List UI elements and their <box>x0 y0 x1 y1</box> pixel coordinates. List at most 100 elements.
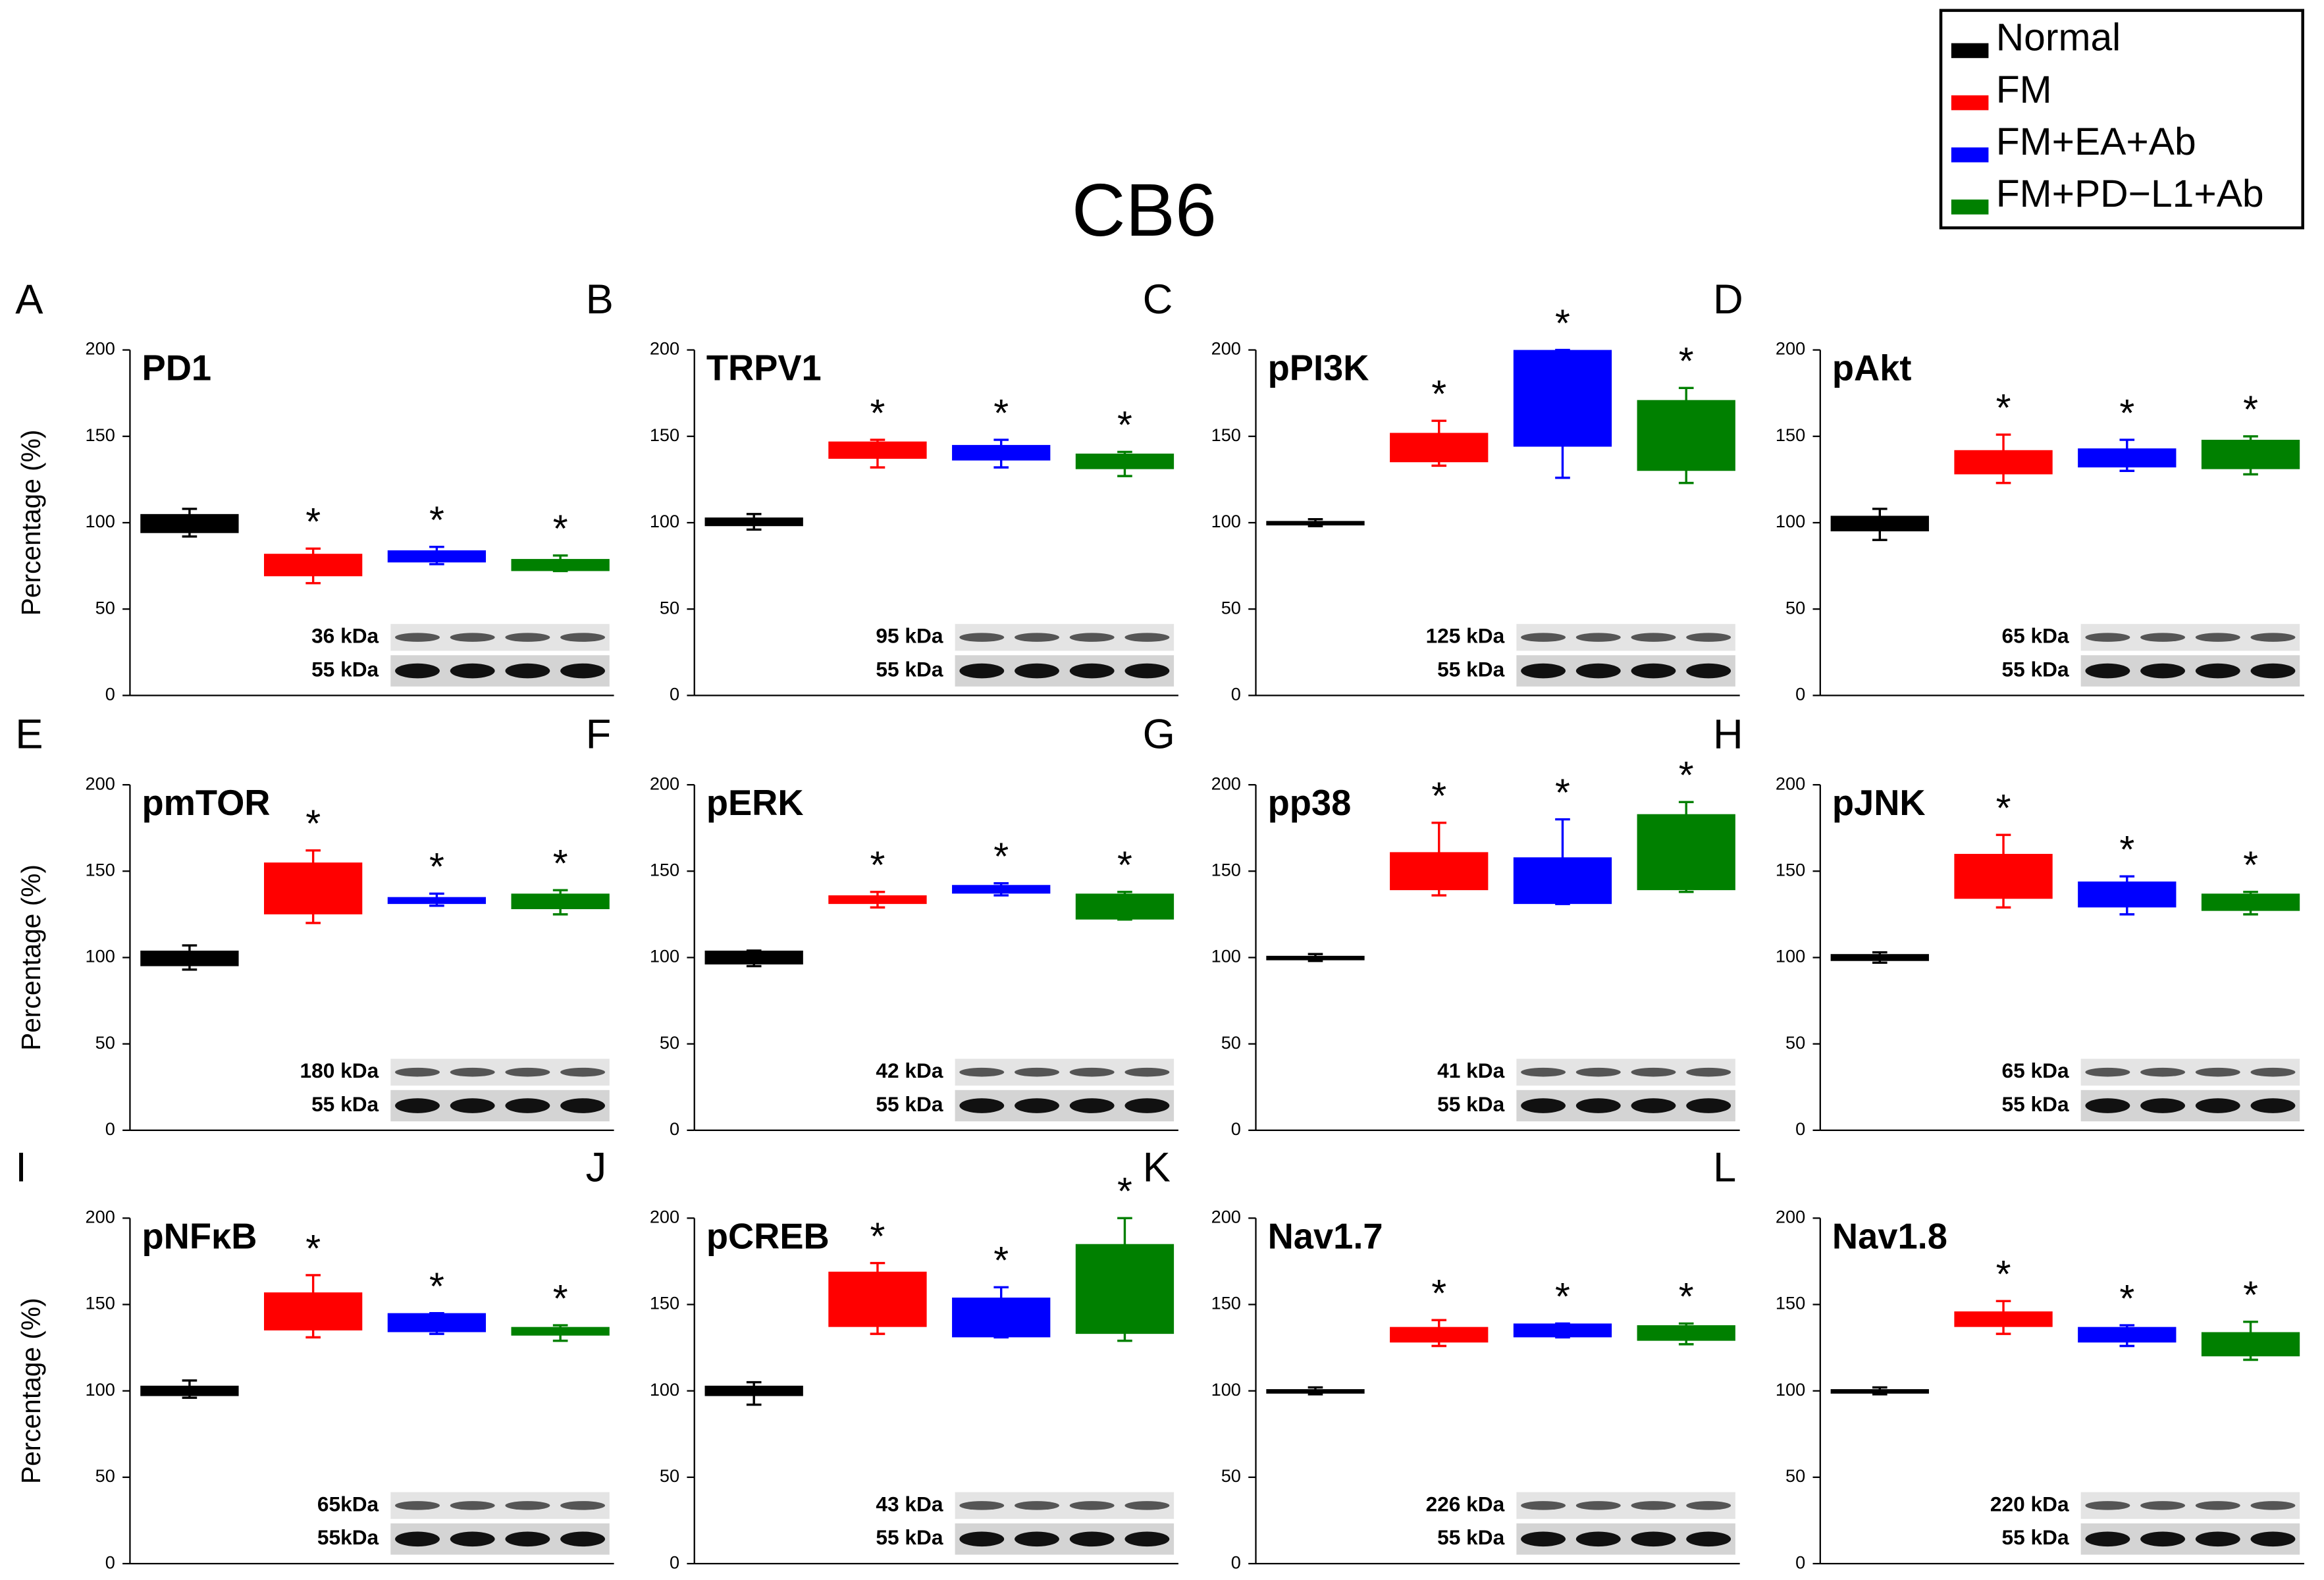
blot-label: 55 kDa <box>876 1092 943 1116</box>
blot-band <box>2250 663 2296 679</box>
y-tick-label: 0 <box>1795 1552 1805 1572</box>
box <box>140 514 239 533</box>
y-tick-label: 100 <box>1211 946 1241 966</box>
panel-label: L <box>1713 1145 1736 1191</box>
panel-label: E <box>15 711 43 757</box>
significance: * <box>993 1240 1009 1282</box>
significance: * <box>870 392 885 434</box>
blot-band <box>1631 1098 1676 1113</box>
box <box>704 950 803 964</box>
significance: * <box>553 508 568 550</box>
box <box>387 550 487 563</box>
y-tick-label: 100 <box>650 946 679 966</box>
blot-band <box>2085 633 2130 642</box>
y-tick-label: 0 <box>105 1552 115 1572</box>
panel-title: pmTOR <box>142 783 271 823</box>
box <box>1390 852 1489 891</box>
blot-band <box>2085 663 2130 679</box>
y-tick-label: 0 <box>1231 684 1241 704</box>
box <box>511 893 610 910</box>
box <box>1637 400 1735 471</box>
significance: * <box>429 1265 444 1308</box>
significance: * <box>1431 1272 1446 1315</box>
blot-band <box>395 1067 440 1077</box>
blot-band <box>395 633 440 642</box>
blot-band <box>2250 633 2296 642</box>
blot-band <box>2085 1098 2130 1113</box>
blot-band <box>560 1098 606 1113</box>
box <box>1513 857 1612 905</box>
y-tick-label: 0 <box>1231 1552 1241 1572</box>
blot-label: 42 kDa <box>876 1059 943 1082</box>
y-tick-label: 0 <box>670 684 679 704</box>
y-axis-label: Percentage (%) <box>16 430 46 616</box>
y-axis-label: Percentage (%) <box>16 1298 46 1484</box>
blot-band <box>560 1531 606 1547</box>
legend-swatch <box>1951 43 1989 59</box>
blot-label: 55 kDa <box>311 657 379 681</box>
blot-band <box>505 1098 550 1113</box>
significance: * <box>1117 1171 1132 1213</box>
blot-band <box>1686 1098 1731 1113</box>
significance: * <box>1555 772 1570 814</box>
blot-band <box>1069 633 1115 642</box>
blot-band <box>505 663 550 679</box>
blot-band <box>450 1098 495 1113</box>
blot-band <box>1124 1098 1170 1113</box>
box <box>1830 954 1929 961</box>
y-tick-label: 150 <box>86 1293 115 1313</box>
box <box>1513 1323 1612 1338</box>
box <box>1390 1327 1489 1343</box>
blot-band <box>1015 1067 1059 1077</box>
panel-label: H <box>1713 711 1743 757</box>
y-tick-label: 100 <box>1776 946 1805 966</box>
y-tick-label: 0 <box>105 1119 115 1139</box>
significance: * <box>1679 340 1694 383</box>
box <box>704 517 803 527</box>
y-tick-label: 200 <box>1776 338 1805 359</box>
significance: * <box>870 844 885 887</box>
box <box>264 1292 363 1330</box>
blot-label: 55 kDa <box>1437 1092 1504 1116</box>
panel-label: A <box>15 276 43 323</box>
y-tick-label: 200 <box>650 1207 679 1227</box>
y-tick-label: 150 <box>1776 859 1805 880</box>
panel-title: pNFκB <box>142 1216 257 1256</box>
box <box>2201 1332 2300 1357</box>
significance: * <box>553 1277 568 1320</box>
significance: * <box>2243 844 2258 887</box>
blot-band <box>1521 1098 1566 1113</box>
significance: * <box>305 803 321 845</box>
y-axis-label: Percentage (%) <box>16 864 46 1051</box>
significance: * <box>2119 828 2134 871</box>
box <box>2078 1327 2177 1343</box>
blot-band <box>1069 1501 1115 1510</box>
y-tick-label: 0 <box>1795 684 1805 704</box>
y-tick-label: 50 <box>660 597 679 618</box>
y-tick-label: 200 <box>1776 1207 1805 1227</box>
blot-band <box>959 1098 1005 1113</box>
blot-band <box>959 1067 1005 1077</box>
box <box>1390 433 1489 463</box>
y-tick-label: 100 <box>86 1379 115 1400</box>
blot-band <box>2140 1098 2186 1113</box>
box <box>1513 350 1612 447</box>
blot-band <box>450 663 495 679</box>
legend-swatch <box>1951 95 1989 111</box>
box <box>1830 515 1929 532</box>
y-tick-label: 50 <box>660 1032 679 1053</box>
blot-band <box>450 1501 495 1510</box>
blot-label: 65 kDa <box>2001 624 2069 648</box>
box <box>1637 814 1735 891</box>
legend-label: FM <box>1996 68 2052 111</box>
panel-label: G <box>1143 711 1175 757</box>
y-tick-label: 150 <box>1211 425 1241 445</box>
blot-band <box>1686 633 1731 642</box>
significance: * <box>1996 386 2011 429</box>
legend-label: FM+EA+Ab <box>1996 120 2196 163</box>
y-tick-label: 100 <box>1776 1379 1805 1400</box>
blot-label: 41 kDa <box>1437 1059 1504 1082</box>
blot-band <box>1575 633 1621 642</box>
blot-label: 180 kDa <box>300 1059 379 1082</box>
box <box>2078 882 2177 908</box>
